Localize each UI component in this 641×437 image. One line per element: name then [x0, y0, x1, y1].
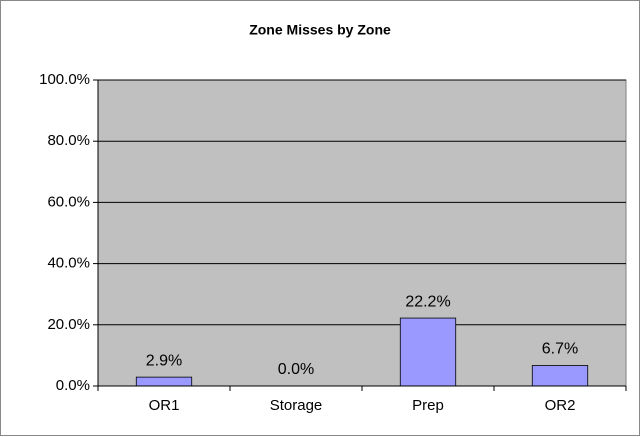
data-label: 2.9%	[146, 352, 182, 369]
data-label: 6.7%	[542, 341, 578, 358]
y-tick-label: 20.0%	[47, 316, 90, 333]
bar	[399, 317, 457, 387]
data-label: 0.0%	[278, 361, 314, 378]
bar	[135, 376, 193, 387]
bar	[531, 365, 589, 387]
x-tick-label: OR1	[149, 397, 180, 414]
x-tick-label: OR2	[545, 397, 576, 414]
data-label: 22.2%	[405, 293, 450, 310]
y-tick-label: 80.0%	[47, 132, 90, 149]
y-tick-label: 0.0%	[56, 377, 90, 394]
y-tick-label: 60.0%	[47, 193, 90, 210]
y-tick-label: 100.0%	[39, 71, 90, 88]
x-tick-label: Storage	[270, 397, 323, 414]
y-tick-label: 40.0%	[47, 255, 90, 272]
plot-area	[97, 79, 627, 387]
chart-title: Zone Misses by Zone	[249, 22, 391, 38]
x-tick-label: Prep	[412, 397, 444, 414]
